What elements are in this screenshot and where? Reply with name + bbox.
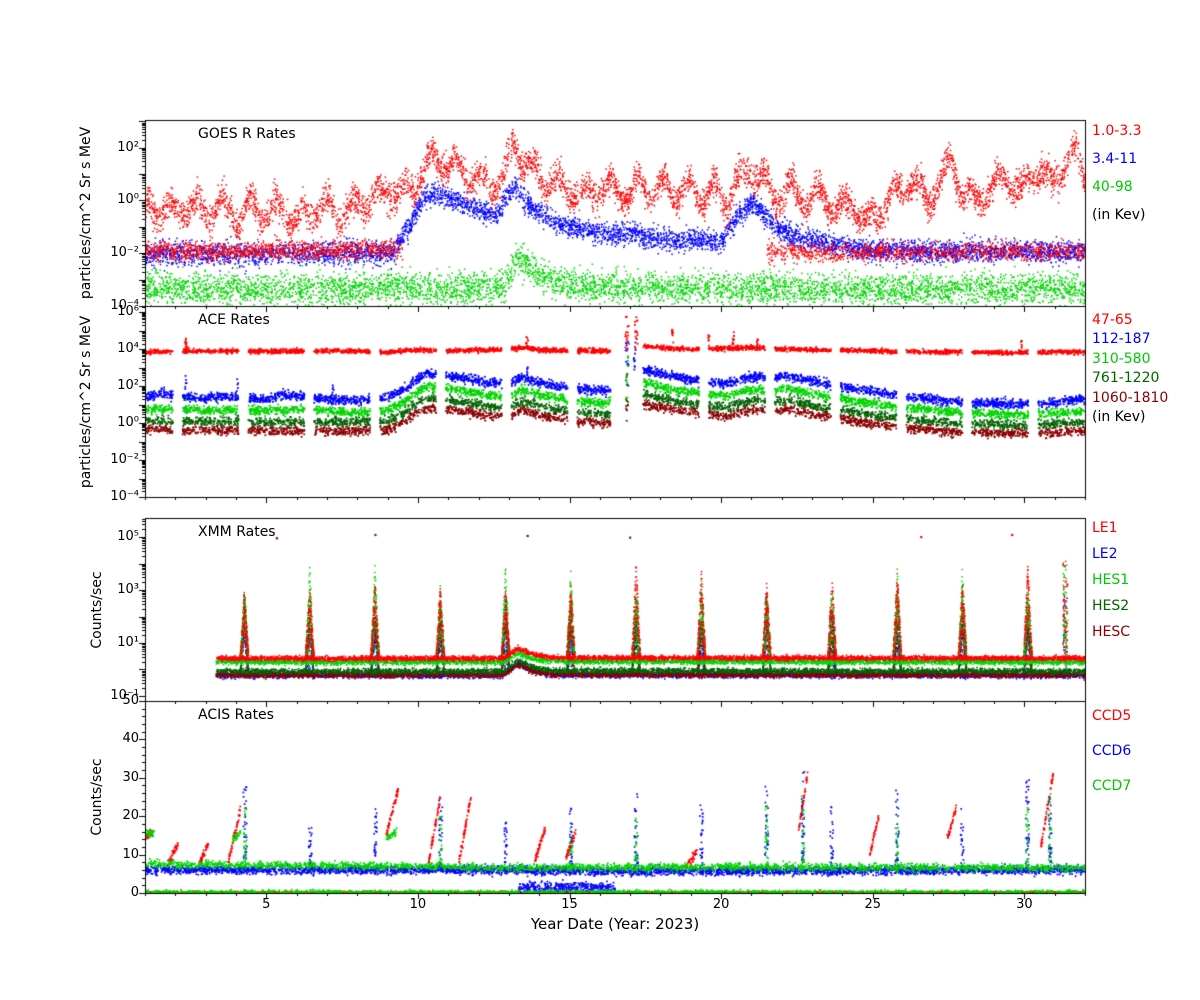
ytick-label-acis-5: 0 xyxy=(130,885,139,900)
ytick-label-ace-1: 10⁴ xyxy=(117,341,139,357)
legend-xmm-3: HES2 xyxy=(1092,598,1130,614)
panel-title-goes: GOES R Rates xyxy=(198,126,296,142)
legend-goes-0: 1.0-3.3 xyxy=(1092,123,1142,139)
xtick-label-25: 25 xyxy=(864,897,882,912)
xtick-label-10: 10 xyxy=(409,897,427,912)
ytick-label-xmm-3: 10⁻¹ xyxy=(110,687,139,703)
xtick-label-20: 20 xyxy=(712,897,730,912)
panel-title-acis: ACIS Rates xyxy=(198,707,274,723)
legend-acis-1: CCD6 xyxy=(1092,743,1132,759)
ytick-label-xmm-2: 10¹ xyxy=(117,635,139,650)
legend-acis-2: CCD7 xyxy=(1092,778,1132,794)
legend-ace-1: 112-187 xyxy=(1092,331,1151,348)
ytick-label-goes-3: 10⁻⁴ xyxy=(110,298,139,313)
legend-xmm-1: LE2 xyxy=(1092,546,1118,562)
ytick-label-ace-0: 10⁶ xyxy=(117,304,139,320)
panel-title-xmm: XMM Rates xyxy=(198,524,276,540)
ytick-label-goes-2: 10⁻² xyxy=(110,245,139,261)
ytick-label-xmm-1: 10³ xyxy=(117,582,139,598)
legend-xmm-0: LE1 xyxy=(1092,520,1118,536)
legend-ace-5: (in Kev) xyxy=(1092,409,1146,425)
ytick-label-ace-3: 10⁰ xyxy=(117,415,139,431)
legend-goes-2: 40-98 xyxy=(1092,179,1133,195)
legend-goes-1: 3.4-11 xyxy=(1092,151,1138,167)
legend-ace-0: 47-65 xyxy=(1092,312,1133,328)
ytick-label-ace-4: 10⁻² xyxy=(110,452,139,468)
panel-title-ace: ACE Rates xyxy=(198,312,270,328)
x-axis-label: Year Date (Year: 2023) xyxy=(530,915,700,933)
ytick-label-acis-3: 20 xyxy=(122,808,139,824)
legend-ace-3: 761-1220 xyxy=(1092,370,1160,387)
legend-acis-0: CCD5 xyxy=(1092,708,1132,724)
legend-xmm-2: HES1 xyxy=(1092,572,1130,588)
legend-ace-2: 310-580 xyxy=(1092,350,1151,367)
xtick-label-5: 5 xyxy=(262,897,271,912)
ytick-label-acis-2: 30 xyxy=(122,769,139,785)
ytick-label-goes-0: 10² xyxy=(117,139,139,155)
ytick-label-acis-0: 50 xyxy=(122,693,139,708)
legend-ace-4: 1060-1810 xyxy=(1092,389,1169,406)
ytick-label-acis-1: 40 xyxy=(122,731,139,747)
ytick-label-acis-4: 10 xyxy=(122,846,139,862)
ytick-label-goes-1: 10⁰ xyxy=(117,192,139,208)
xtick-label-15: 15 xyxy=(561,897,578,912)
legend-goes-3: (in Kev) xyxy=(1092,207,1146,223)
legend-xmm-4: HESC xyxy=(1092,624,1131,640)
ytick-label-xmm-0: 10⁵ xyxy=(117,529,139,545)
xtick-label-30: 30 xyxy=(1016,897,1033,912)
ytick-label-ace-5: 10⁻⁴ xyxy=(110,489,139,504)
ytick-label-ace-2: 10² xyxy=(117,378,139,394)
